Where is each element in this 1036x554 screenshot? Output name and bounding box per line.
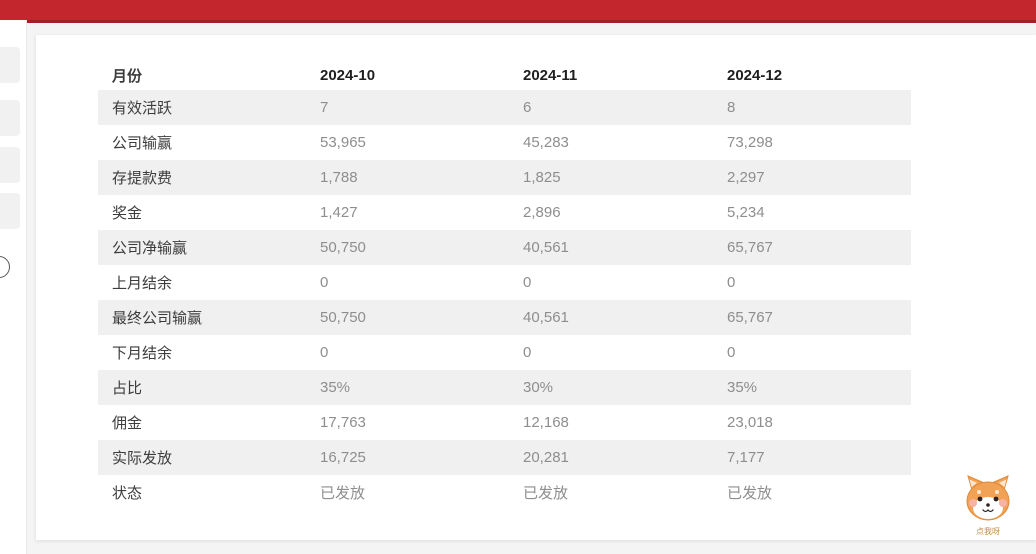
row-value-3: 2,297	[727, 169, 765, 186]
row-label: 存提款费	[112, 170, 173, 187]
row-value-3: 8	[727, 99, 736, 116]
row-label: 公司净输赢	[112, 240, 188, 257]
column-header-2024-12: 2024-12	[727, 66, 783, 84]
row-value-2: 1,825	[523, 169, 561, 186]
row-value-3: 0	[727, 344, 736, 361]
sidebar-collapse-toggle-icon[interactable]	[0, 256, 10, 278]
row-value-2: 40,561	[523, 309, 569, 326]
column-header-month: 月份	[112, 67, 143, 85]
row-value-1: 17,763	[320, 414, 366, 431]
row-value-2: 6	[523, 99, 532, 116]
table-row: 存提款费 1,788 1,825 2,297	[98, 160, 911, 195]
row-label: 奖金	[112, 205, 143, 222]
mascot-caption: 点我呀	[976, 527, 1000, 536]
row-value-3: 73,298	[727, 134, 773, 151]
row-value-3: 65,767	[727, 309, 773, 326]
table-header-row: 月份 2024-10 2024-11 2024-12	[98, 60, 911, 90]
row-value-2: 30%	[523, 379, 554, 396]
monthly-report-table: 月份 2024-10 2024-11 2024-12 有效活跃 7 6 8 公司…	[98, 60, 911, 510]
row-value-2: 12,168	[523, 414, 569, 431]
row-value-1: 0	[320, 274, 329, 291]
row-label: 最终公司输赢	[112, 310, 203, 327]
sidebar-item-1[interactable]	[0, 47, 20, 83]
row-value-3: 65,767	[727, 239, 773, 256]
row-value-2: 已发放	[523, 485, 569, 502]
sidebar	[0, 20, 27, 554]
row-value-1: 50,750	[320, 239, 366, 256]
row-label: 占比	[112, 380, 143, 397]
row-value-2: 40,561	[523, 239, 569, 256]
table-row: 上月结余 0 0 0	[98, 265, 911, 300]
table-row: 占比 35% 30% 35%	[98, 370, 911, 405]
table-body: 有效活跃 7 6 8 公司输赢 53,965 45,283 73,298 存提款…	[98, 90, 911, 510]
row-value-2: 2,896	[523, 204, 561, 221]
row-value-1: 0	[320, 344, 329, 361]
row-value-2: 0	[523, 344, 532, 361]
shiba-dog-icon	[962, 475, 1014, 528]
table-row: 奖金 1,427 2,896 5,234	[98, 195, 911, 230]
row-value-1: 1,427	[320, 204, 358, 221]
row-label: 下月结余	[112, 345, 173, 362]
row-value-1: 已发放	[320, 485, 366, 502]
row-value-1: 35%	[320, 379, 351, 396]
row-value-2: 45,283	[523, 134, 569, 151]
table-row: 下月结余 0 0 0	[98, 335, 911, 370]
row-value-3: 23,018	[727, 414, 773, 431]
row-label: 实际发放	[112, 450, 173, 467]
table-row: 状态 已发放 已发放 已发放	[98, 475, 911, 510]
row-value-1: 50,750	[320, 309, 366, 326]
table-row: 最终公司输赢 50,750 40,561 65,767	[98, 300, 911, 335]
column-header-2024-11: 2024-11	[523, 66, 578, 84]
row-value-1: 1,788	[320, 169, 358, 186]
table-row: 实际发放 16,725 20,281 7,177	[98, 440, 911, 475]
table-row: 有效活跃 7 6 8	[98, 90, 911, 125]
top-red-bar	[0, 0, 1036, 23]
row-value-1: 53,965	[320, 134, 366, 151]
row-value-3: 已发放	[727, 485, 773, 502]
row-value-1: 16,725	[320, 449, 366, 466]
row-value-3: 35%	[727, 379, 758, 396]
table-row: 公司输赢 53,965 45,283 73,298	[98, 125, 911, 160]
row-label: 上月结余	[112, 275, 173, 292]
sidebar-item-2[interactable]	[0, 100, 20, 136]
sidebar-item-4[interactable]	[0, 193, 20, 229]
row-label: 公司输赢	[112, 135, 173, 152]
row-label: 状态	[112, 485, 143, 502]
sidebar-item-3[interactable]	[0, 147, 20, 183]
report-card: 月份 2024-10 2024-11 2024-12 有效活跃 7 6 8 公司…	[36, 35, 1036, 540]
row-value-1: 7	[320, 99, 329, 116]
shiba-mascot-widget[interactable]: 点我呀	[958, 474, 1018, 542]
row-value-3: 0	[727, 274, 736, 291]
table-row: 公司净输赢 50,750 40,561 65,767	[98, 230, 911, 265]
row-value-2: 20,281	[523, 449, 569, 466]
table-row: 佣金 17,763 12,168 23,018	[98, 405, 911, 440]
row-label: 有效活跃	[112, 100, 173, 117]
row-value-3: 5,234	[727, 204, 765, 221]
row-label: 佣金	[112, 415, 143, 432]
row-value-3: 7,177	[727, 449, 765, 466]
column-header-2024-10: 2024-10	[320, 66, 376, 84]
row-value-2: 0	[523, 274, 532, 291]
